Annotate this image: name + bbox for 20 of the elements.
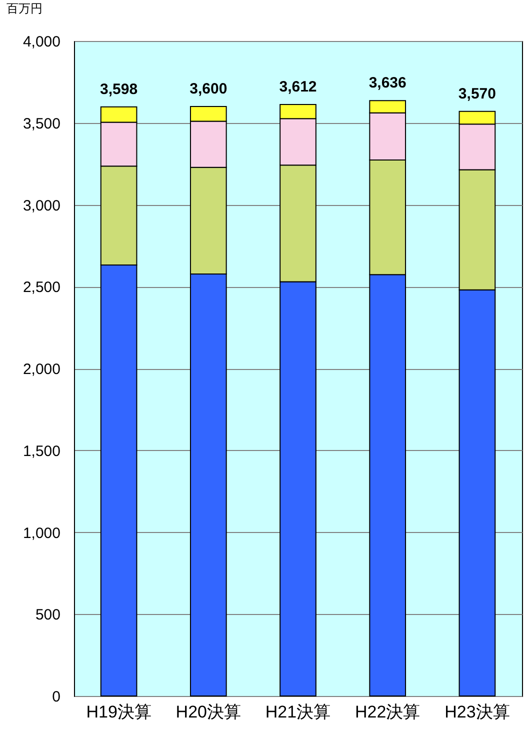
total-label: 3,612 <box>279 78 317 96</box>
y-tick-label: 3,500 <box>22 115 60 132</box>
y-tick-label: 1,500 <box>22 442 60 460</box>
x-tick-label: H20決算 <box>176 702 241 722</box>
total-label: 3,636 <box>368 74 406 92</box>
total-label: 3,598 <box>100 80 138 98</box>
y-tick-label: 1,000 <box>22 524 60 542</box>
total-label: 3,570 <box>458 85 496 102</box>
y-axis-title: 百万円 <box>6 2 42 16</box>
total-label: 3,600 <box>190 80 228 98</box>
y-tick-label: 2,500 <box>22 279 60 296</box>
x-tick-label: H19決算 <box>86 702 152 722</box>
x-tick-label: H21決算 <box>265 702 331 722</box>
y-tick-label: 4,000 <box>22 34 60 50</box>
y-tick-label: 3,000 <box>22 197 60 214</box>
x-tick-label: H23決算 <box>444 702 510 722</box>
y-tick-label: 0 <box>52 688 60 706</box>
x-tick-label: H22決算 <box>355 702 420 722</box>
y-tick-label: 2,000 <box>22 361 60 378</box>
y-tick-label: 500 <box>35 606 60 624</box>
